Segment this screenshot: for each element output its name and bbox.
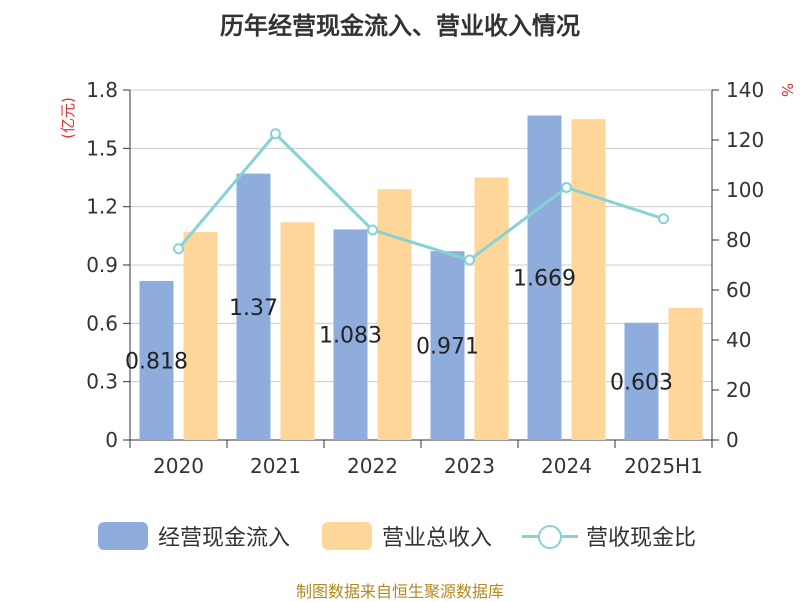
legend-item-cash-inflow[interactable]: 经营现金流入 [98, 516, 290, 556]
x-tick-label: 2024 [541, 454, 592, 478]
x-tick-label: 2025H1 [624, 454, 703, 478]
left-tick-label: 0 [105, 428, 118, 452]
bar-cash-inflow [333, 229, 368, 440]
right-tick-label: 140 [726, 78, 764, 102]
x-tick-label: 2021 [250, 454, 301, 478]
source-note: 制图数据来自恒生聚源数据库 [295, 582, 504, 601]
legend-label-cash-ratio: 营收现金比 [586, 526, 697, 551]
bar-revenue [668, 307, 703, 440]
line-cash-ratio [177, 131, 664, 262]
data-label-cash-inflow: 0.603 [610, 370, 673, 395]
data-label-cash-inflow: 1.37 [229, 296, 278, 321]
chart-title: 历年经营现金流入、营业收入情况 [220, 12, 580, 40]
left-tick-label: 0.6 [86, 311, 118, 335]
right-tick-label: 100 [726, 178, 764, 202]
right-tick-label: 80 [726, 228, 751, 252]
right-tick-label: 20 [726, 378, 751, 402]
point-cash-ratio [561, 182, 572, 193]
point-cash-ratio [658, 213, 669, 225]
data-label-cash-inflow: 1.669 [513, 267, 576, 292]
legend: 经营现金流入 营业总收入 营收现金比 [0, 516, 800, 556]
bar-revenue [280, 222, 315, 440]
x-tick-label: 2023 [444, 454, 495, 478]
x-tick-label: 2020 [153, 454, 204, 478]
legend-item-revenue[interactable]: 营业总收入 [322, 516, 492, 556]
bar-cash-inflow [527, 115, 562, 440]
bar-cash-inflow [430, 251, 465, 440]
right-tick-label: 120 [726, 128, 764, 152]
right-tick-label: 60 [726, 278, 751, 302]
right-tick-label: 0 [726, 428, 739, 452]
legend-swatch-revenue [322, 522, 372, 550]
left-tick-label: 1.2 [86, 195, 118, 219]
right-axis-unit-label: % [778, 83, 796, 97]
data-label-cash-inflow: 0.971 [416, 335, 479, 360]
right-tick-label: 40 [726, 328, 751, 352]
bar-cash-inflow [624, 322, 659, 440]
point-cash-ratio [464, 254, 475, 266]
legend-item-cash-ratio[interactable]: 营收现金比 [522, 516, 696, 556]
bar-revenue [474, 177, 509, 440]
legend-swatch-cash-inflow [98, 522, 148, 550]
bar-cash-inflow [139, 280, 174, 440]
left-tick-label: 1.8 [86, 78, 118, 102]
bar-revenue [571, 119, 606, 441]
bar-revenue [377, 189, 412, 440]
bar-revenue [183, 231, 218, 440]
data-label-cash-inflow: 0.818 [125, 349, 188, 374]
point-cash-ratio [270, 128, 281, 140]
legend-label-revenue: 营业总收入 [382, 526, 493, 551]
point-cash-ratio [173, 243, 184, 255]
left-tick-label: 1.5 [86, 136, 118, 160]
x-tick-label: 2022 [347, 454, 398, 478]
data-label-cash-inflow: 1.083 [319, 324, 382, 349]
left-tick-label: 0.3 [86, 370, 118, 394]
left-axis-unit-label: (亿元) [59, 97, 77, 139]
legend-marker-cash-ratio [522, 522, 578, 550]
left-tick-label: 0.9 [86, 253, 118, 277]
legend-label-cash-inflow: 经营现金流入 [158, 526, 291, 551]
bar-cash-inflow [236, 173, 271, 440]
point-cash-ratio [367, 224, 378, 236]
